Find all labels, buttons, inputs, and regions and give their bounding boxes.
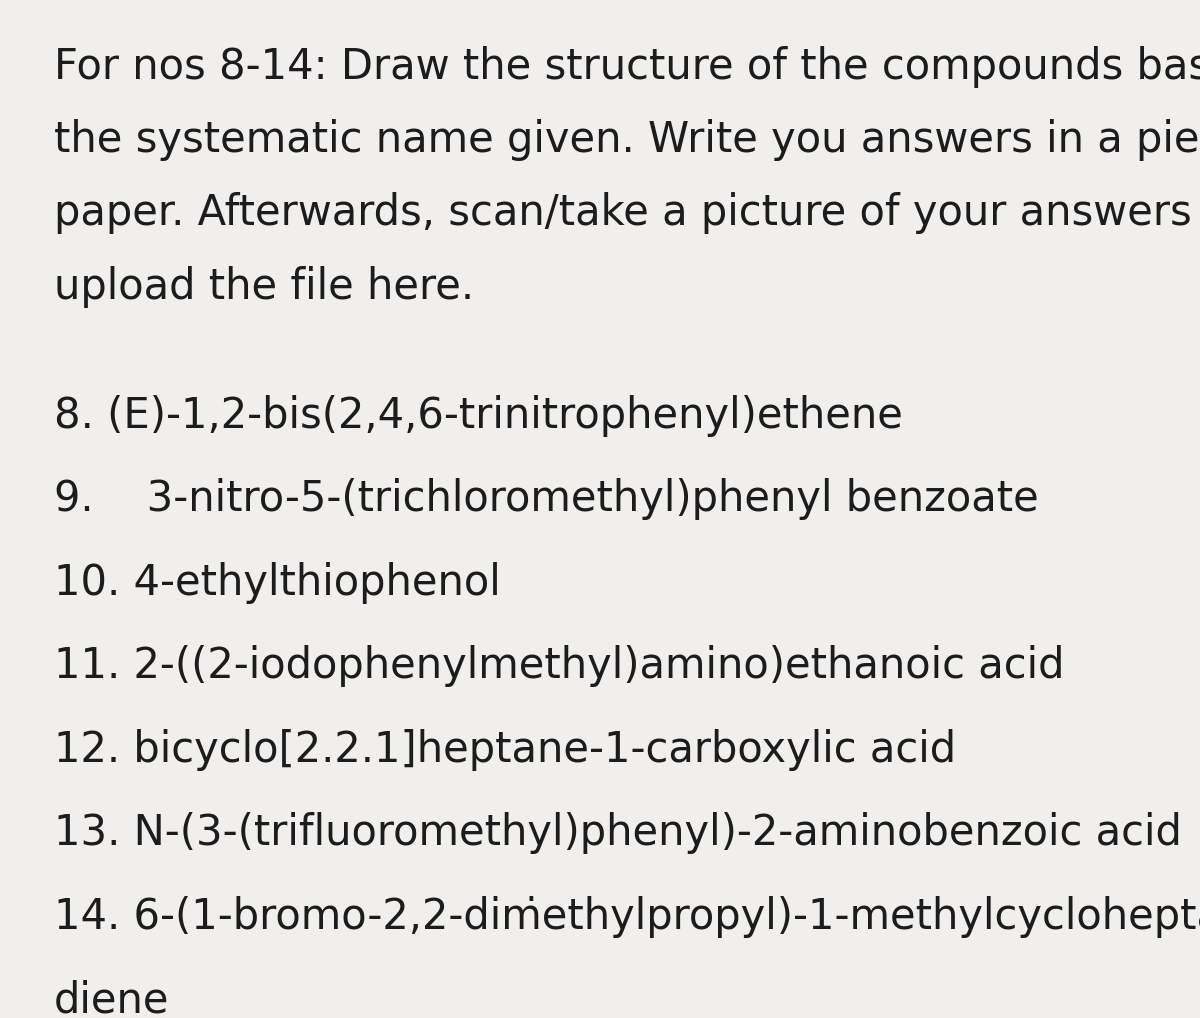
Text: upload the file here.: upload the file here. [54, 266, 474, 307]
Text: 8. (E)-1,2-bis(2,4,6-trinitrophenyl)ethene: 8. (E)-1,2-bis(2,4,6-trinitrophenyl)ethe… [54, 395, 902, 437]
Text: 13. N-(3-(trifluoromethyl)phenyl)-2-aminobenzoic acid: 13. N-(3-(trifluoromethyl)phenyl)-2-amin… [54, 812, 1182, 854]
Text: 14. 6-(1-bromo-2,2-diṁethylpropyl)-1-methylcyclohepta-1,3-: 14. 6-(1-bromo-2,2-diṁethylpropyl)-1-me… [54, 896, 1200, 938]
Text: paper. Afterwards, scan/take a picture of your answers then: paper. Afterwards, scan/take a picture o… [54, 192, 1200, 234]
Text: 9.    3-nitro-5-(trichloromethyl)phenyl benzoate: 9. 3-nitro-5-(trichloromethyl)phenyl ben… [54, 478, 1039, 520]
Text: For nos 8-14: Draw the structure of the compounds based on: For nos 8-14: Draw the structure of the … [54, 46, 1200, 88]
Text: 11. 2-((2-iodophenylmethyl)amino)ethanoic acid: 11. 2-((2-iodophenylmethyl)amino)ethanoi… [54, 645, 1064, 687]
Text: diene: diene [54, 979, 169, 1018]
Text: 12. bicyclo[2.2.1]heptane-1-carboxylic acid: 12. bicyclo[2.2.1]heptane-1-carboxylic a… [54, 729, 956, 771]
Text: 10. 4-ethylthiophenol: 10. 4-ethylthiophenol [54, 562, 500, 604]
Text: the systematic name given. Write you answers in a piece of: the systematic name given. Write you ans… [54, 119, 1200, 161]
